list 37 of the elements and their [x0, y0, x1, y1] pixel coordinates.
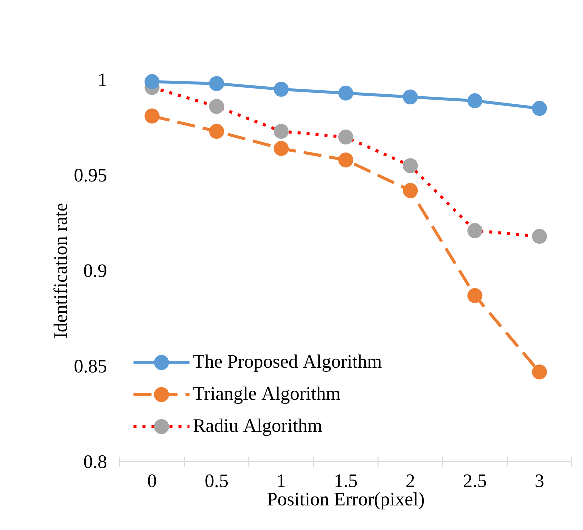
point	[468, 288, 483, 304]
x-tick-label: 0	[148, 474, 156, 488]
x-tick-label: 2.5	[464, 474, 486, 488]
point	[403, 183, 418, 198]
legend-label: Triangle Algorithm	[194, 386, 341, 404]
point	[209, 124, 224, 140]
point	[144, 108, 160, 124]
point	[274, 141, 289, 156]
point	[532, 101, 548, 116]
point	[144, 74, 160, 90]
x-tick-label: 3	[536, 474, 544, 488]
point	[274, 82, 289, 98]
y-tick-label: 0.95	[74, 169, 107, 182]
point	[403, 158, 418, 174]
x-axis-title: Position Error(pixel)	[268, 492, 424, 510]
point	[209, 76, 224, 92]
point	[338, 86, 354, 101]
point	[403, 90, 418, 105]
y-tick-label: 1	[99, 74, 106, 86]
legend-label: Radiu Algorithm	[194, 418, 322, 436]
point	[468, 94, 483, 109]
x-tick-label: 2	[406, 474, 414, 488]
point	[338, 152, 354, 168]
point	[532, 229, 548, 244]
y-tick-label: 0.8	[84, 456, 107, 468]
point	[338, 130, 354, 145]
x-tick-label: 1	[278, 474, 286, 488]
y-tick-label: 0.9	[84, 264, 107, 278]
point	[274, 124, 289, 140]
point	[209, 99, 224, 114]
x-tick-label: 0.5	[206, 474, 228, 488]
y-axis-title: Identification rate	[54, 204, 68, 338]
x-tick-label: 1.5	[336, 474, 358, 488]
point	[532, 364, 548, 380]
point	[468, 223, 483, 238]
legend-label: The Proposed Algorithm	[194, 354, 382, 372]
y-tick-label: 0.85	[74, 360, 107, 373]
